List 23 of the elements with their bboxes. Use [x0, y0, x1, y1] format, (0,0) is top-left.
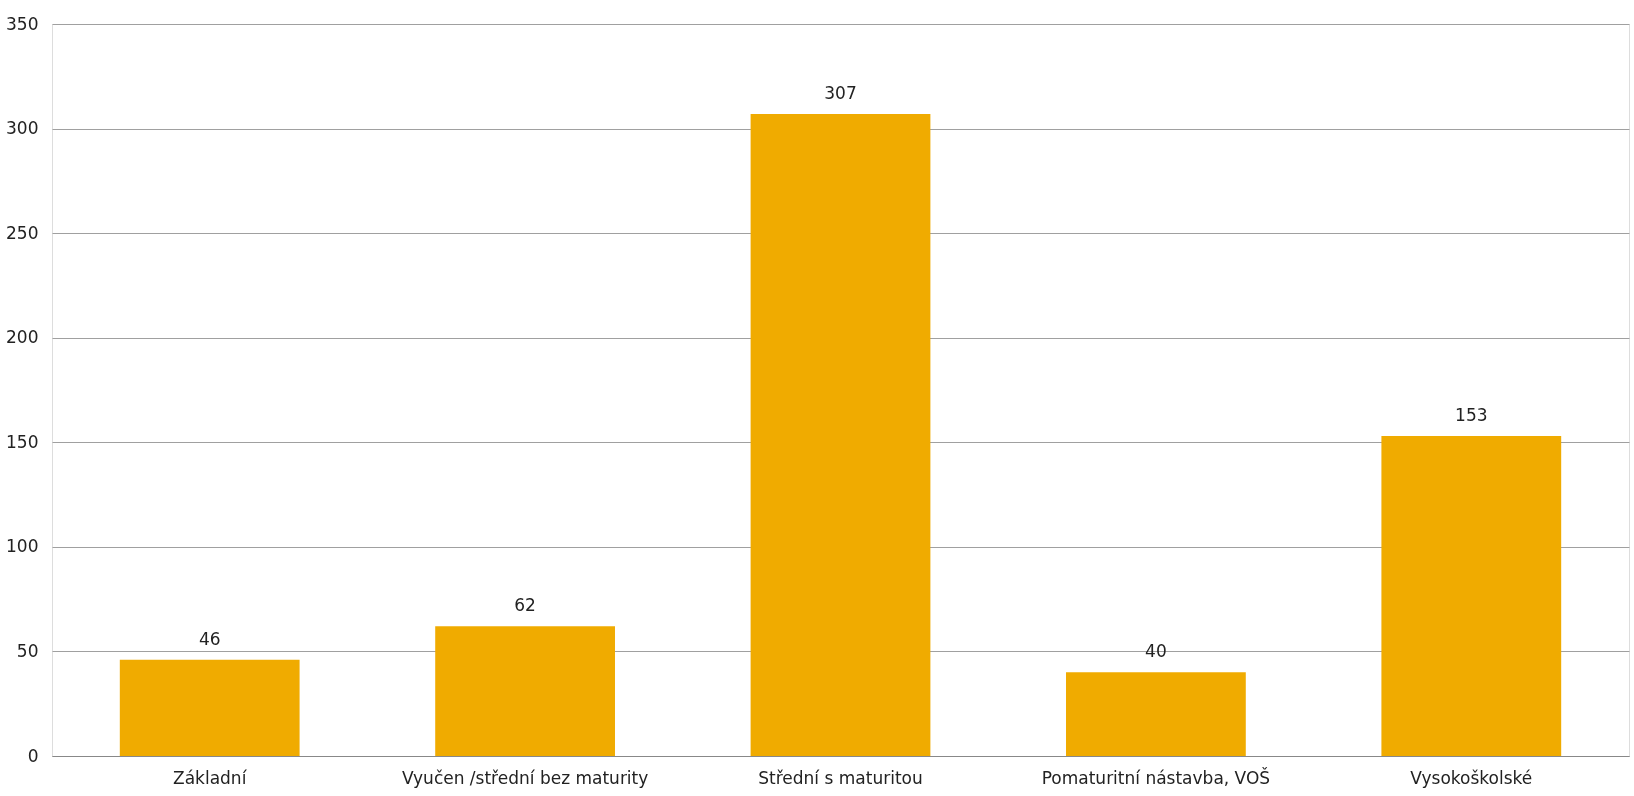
data-label: 46: [198, 628, 221, 649]
y-tick-label: 250: [6, 222, 39, 243]
x-tick-label: Pomaturitní nástavba, VOŠ: [1041, 766, 1271, 788]
y-tick-label: 300: [6, 118, 39, 139]
data-label: 307: [824, 82, 857, 103]
x-tick-label: Střední s maturitou: [758, 767, 923, 788]
data-label: 62: [514, 595, 536, 616]
x-tick-label: Vysokoškolské: [1410, 767, 1533, 788]
y-tick-label: 0: [27, 745, 39, 766]
x-tick-label: Vyučen /střední bez maturity: [401, 767, 649, 788]
bar: [1381, 436, 1562, 756]
y-tick-label: 50: [16, 640, 39, 661]
y-tick-label: 150: [6, 431, 39, 452]
data-label: 153: [1455, 405, 1488, 426]
bar: [435, 626, 615, 756]
x-tick-label: Základní: [173, 767, 248, 788]
bar: [750, 113, 931, 756]
y-tick-label: 350: [6, 13, 39, 34]
data-label: 40: [1145, 641, 1167, 662]
y-tick-label: 100: [6, 536, 39, 557]
bar: [119, 659, 300, 756]
bar: [1066, 672, 1246, 756]
y-tick-label: 200: [6, 327, 39, 348]
